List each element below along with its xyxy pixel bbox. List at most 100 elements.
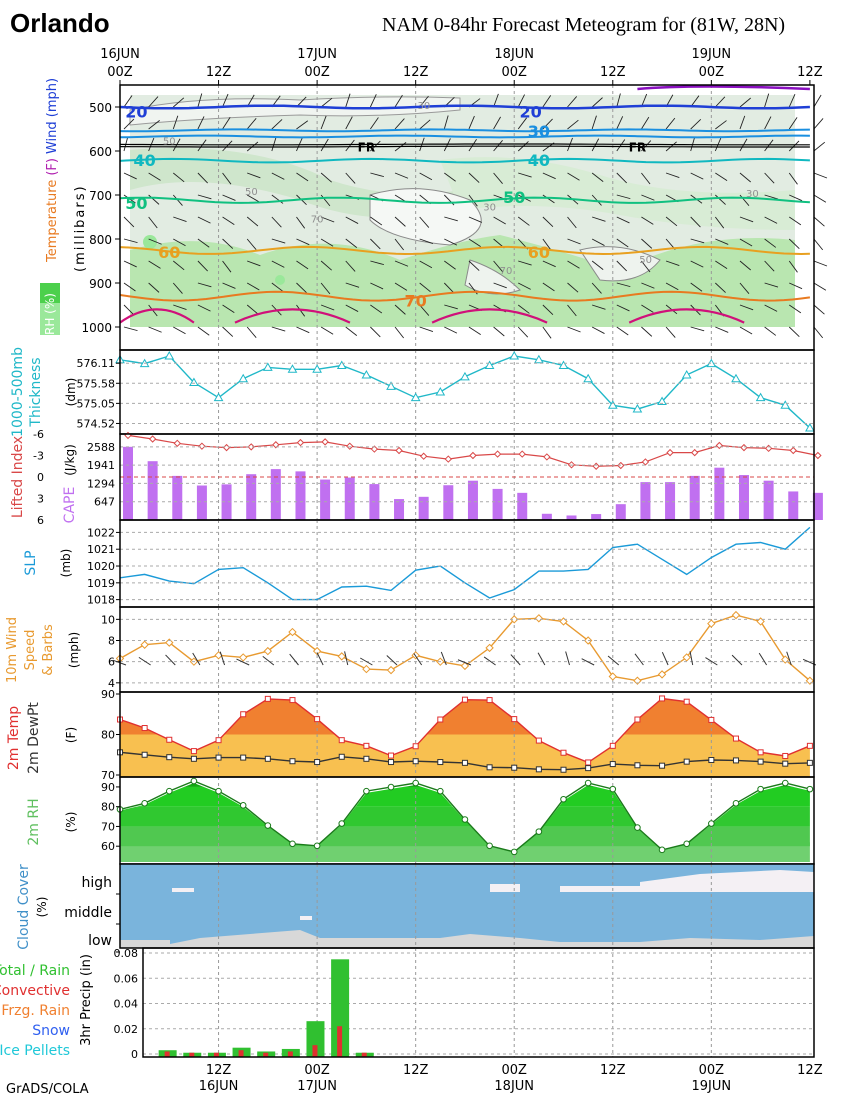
upper-wind-barb: [123, 326, 138, 332]
upper-wind-barb: [542, 238, 552, 251]
upper-wind-barb: [148, 326, 162, 333]
precip-convective-bar: [361, 1052, 367, 1057]
thick-point: [435, 386, 446, 396]
upper-wind-barb: [370, 117, 379, 130]
thick-point: [213, 392, 224, 402]
rh-point: [289, 840, 296, 848]
upper-wind-barb: [468, 260, 480, 271]
upper-wind-barb: [246, 238, 257, 251]
wind-tick-label: 8: [108, 635, 115, 648]
slp-tick-label: 1020: [87, 560, 115, 573]
wind10m-barb: [537, 652, 546, 666]
slp-tick-label: 1022: [87, 526, 115, 539]
upper-wind-barb: [271, 216, 282, 228]
upper-wind-barb: [419, 216, 430, 228]
thick-point: [336, 360, 347, 369]
precip-convective-bar: [263, 1052, 269, 1057]
wind10m-barb: [316, 652, 324, 666]
isoline-label: 50: [125, 194, 147, 213]
upper-wind-barb: [813, 118, 824, 130]
upper-wind-barb: [641, 304, 654, 313]
temp-point: [708, 716, 715, 723]
temp-point: [782, 752, 789, 759]
temp-point: [659, 695, 666, 702]
upper-wind-barb: [173, 216, 187, 222]
upper-wind-barb: [419, 119, 431, 130]
upper-wind-barb: [123, 216, 135, 228]
lifted-index-point: [296, 438, 305, 447]
upper-wind-barb: [271, 326, 286, 332]
upper-wind-barb: [123, 238, 138, 244]
upper-wind-barb: [714, 216, 725, 229]
upper-wind-barb: [345, 326, 358, 336]
upper-wind-barb: [444, 326, 458, 334]
wind-tick-label: 4: [108, 677, 115, 690]
temp-point: [461, 696, 468, 703]
rh-field-band: [440, 157, 795, 230]
wind-tick-label: 10: [101, 613, 115, 626]
upper-wind-barb: [173, 326, 186, 335]
lifted-index-point: [518, 450, 526, 458]
cape-bar: [295, 471, 306, 520]
rh-fill-group: [120, 783, 810, 862]
cape-bar: [640, 482, 651, 520]
temp-point: [609, 761, 616, 768]
upper-wind-barb: [394, 260, 409, 267]
temp-tick-label: 70: [101, 769, 115, 782]
upper-wind-barb: [641, 282, 655, 289]
upper-wind-barb: [715, 282, 726, 293]
cape-bar: [714, 467, 725, 520]
upper-wind-barb: [567, 172, 580, 181]
upper-wind-barb: [665, 326, 676, 338]
cape-bar: [221, 484, 232, 520]
rh-point: [338, 820, 346, 827]
upper-wind-barb: [369, 94, 377, 108]
upper-wind-barb: [271, 119, 283, 130]
rh-tick-label: 70: [101, 820, 115, 833]
upper-wind-barb: [271, 172, 285, 180]
temp-point: [166, 754, 173, 761]
upper-wind-barb: [222, 172, 232, 185]
upper-wind-barb: [222, 194, 236, 201]
lifted-index-point: [222, 443, 231, 452]
upper-wind-barb: [567, 326, 581, 333]
upper-wind-barb: [665, 260, 680, 266]
temp-point: [806, 759, 813, 766]
upper-wind-barb: [665, 282, 679, 291]
upper-wind-barb: [690, 238, 705, 244]
lifted-ylabel: Lifted Index: [10, 436, 26, 518]
upper-wind-barb: [197, 260, 208, 272]
wind10m-barb: [289, 653, 299, 666]
lifted-index-point: [419, 452, 428, 460]
rh-point: [708, 820, 715, 827]
upper-wind-barb: [320, 238, 334, 247]
upper-wind-barb: [148, 96, 159, 108]
upper-wind-barb: [641, 326, 653, 337]
upper-wind-barb: [419, 282, 431, 293]
temp-point: [141, 725, 148, 732]
thick-series-line: [119, 355, 811, 429]
rh-point: [141, 799, 148, 807]
upper-wind-barb: [345, 282, 360, 288]
low-level-jet-arc: [628, 308, 745, 324]
upper-wind-barb: [296, 326, 310, 334]
temp-point: [264, 755, 271, 762]
upper-wind-barb: [665, 172, 680, 178]
upper-wind-barb: [517, 216, 530, 226]
pressure-tick-label: 900: [89, 277, 112, 291]
bottom-hour-label: 00Z: [304, 1063, 330, 1078]
upper-wind-barb: [296, 216, 306, 229]
isotach-30: [119, 128, 810, 133]
precip-convective-bar: [189, 1052, 195, 1057]
upper-wind-barb: [493, 116, 501, 130]
isotach-50: [119, 196, 810, 204]
cape-bar: [344, 477, 355, 520]
upper-wind-barb: [246, 326, 257, 339]
upper-wind-barb: [394, 216, 406, 227]
upper-wind-barb: [764, 238, 777, 248]
lifted-index-point: [789, 446, 797, 455]
upper-wind-barb: [788, 238, 800, 250]
thick-point: [657, 396, 667, 405]
bottom-day-label: 19JUN: [692, 1079, 732, 1094]
rh-point: [510, 848, 518, 856]
